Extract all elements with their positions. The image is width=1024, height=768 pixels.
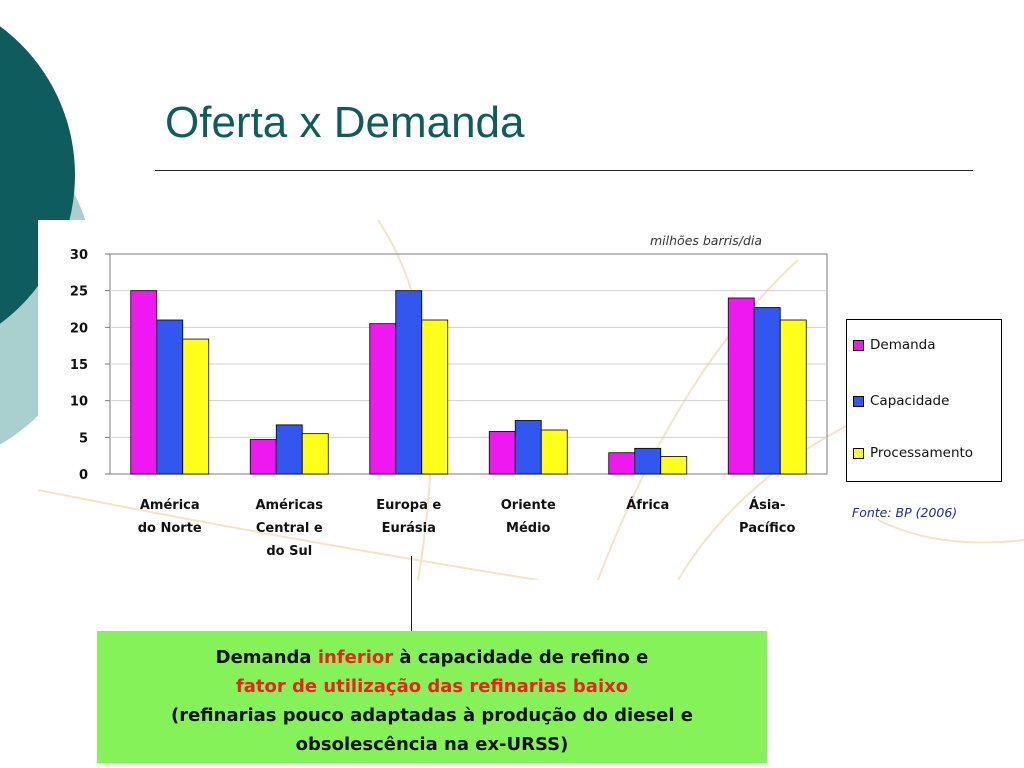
y-tick-label: 30 bbox=[70, 248, 88, 263]
bar-processamento bbox=[779, 319, 807, 475]
y-axis-ticks: 0 5 10 15 20 25 30 bbox=[70, 248, 110, 483]
chart-panel: 0 5 10 15 20 25 30 América do Norte Américas Cent… bbox=[38, 220, 1024, 580]
bar-capacidade bbox=[395, 290, 423, 475]
x-tick-label: Europa e Eurásia bbox=[376, 498, 441, 536]
bar-demanda bbox=[130, 290, 158, 475]
title-divider bbox=[155, 170, 973, 171]
x-tick-label: Ásia- Pacífico bbox=[739, 497, 795, 536]
y-tick-label: 25 bbox=[70, 285, 88, 300]
gridlines bbox=[109, 253, 828, 475]
x-tick-label-line: Oriente bbox=[501, 498, 556, 513]
callout-connector bbox=[411, 556, 412, 632]
background-arc bbox=[677, 419, 859, 580]
legend-swatch-processamento bbox=[853, 447, 864, 459]
y-tick-label: 20 bbox=[70, 321, 88, 336]
bar-capacidade bbox=[275, 424, 303, 475]
x-tick-label-line: Eurásia bbox=[382, 521, 436, 536]
x-tick-label-line: Médio bbox=[506, 521, 551, 536]
bar-processamento bbox=[182, 338, 210, 475]
legend-label: Capacidade bbox=[870, 393, 950, 409]
x-tick-label: Oriente Médio bbox=[501, 498, 556, 536]
legend-swatch-demanda bbox=[853, 339, 864, 351]
callout-line-2: fator de utilização das refinarias baixo bbox=[235, 676, 629, 697]
bar-capacidade bbox=[156, 319, 184, 475]
chart-legend: Demanda Capacidade Processamento bbox=[846, 319, 1002, 482]
bar-chart: 0 5 10 15 20 25 30 América do Norte Américas Cent… bbox=[38, 220, 1024, 580]
x-tick-label-line: América bbox=[140, 498, 200, 513]
bar-processamento bbox=[540, 429, 568, 475]
callout-highlight: inferior bbox=[317, 647, 394, 668]
x-tick-label-line: do Norte bbox=[138, 521, 202, 536]
callout-text: Demanda bbox=[215, 647, 318, 668]
x-tick-label-line: Europa e bbox=[376, 498, 441, 513]
legend-label: Processamento bbox=[870, 445, 974, 461]
x-tick-label-line: Central e bbox=[256, 521, 323, 536]
unit-label: milhões barris/dia bbox=[650, 233, 763, 248]
bar-demanda bbox=[608, 452, 636, 475]
x-tick-label-line: Ásia- bbox=[749, 497, 785, 513]
legend-item-demanda: Demanda bbox=[853, 337, 936, 353]
callout-box: Demanda inferior à capacidade de refino … bbox=[97, 631, 767, 763]
source-label: Fonte: BP (2006) bbox=[852, 505, 958, 520]
background-arc bbox=[38, 489, 539, 580]
bar-capacidade bbox=[514, 420, 542, 475]
callout-line-1: Demanda inferior à capacidade de refino … bbox=[97, 643, 767, 672]
x-tick-label-line: Américas bbox=[255, 498, 323, 513]
y-tick-label: 0 bbox=[79, 468, 88, 483]
x-tick-label: América do Norte bbox=[138, 498, 202, 536]
callout-text: à capacidade de refino e bbox=[393, 647, 649, 668]
y-tick-label: 5 bbox=[79, 431, 88, 446]
bar-processamento bbox=[421, 319, 449, 475]
legend-item-capacidade: Capacidade bbox=[853, 393, 949, 409]
x-tick-label: Américas Central e do Sul bbox=[255, 498, 323, 559]
legend-swatch-capacidade bbox=[853, 395, 864, 407]
y-tick-label: 10 bbox=[70, 395, 88, 410]
x-tick-label-line: África bbox=[626, 497, 669, 513]
bar-processamento bbox=[301, 433, 329, 475]
legend-item-processamento: Processamento bbox=[853, 445, 973, 461]
bar-demanda bbox=[369, 323, 397, 475]
x-tick-label: África bbox=[626, 497, 669, 513]
background-arc bbox=[877, 519, 1024, 544]
x-tick-label-line: do Sul bbox=[266, 544, 312, 559]
bar-demanda bbox=[727, 297, 755, 475]
callout-line-4: obsolescência na ex-URSS) bbox=[295, 734, 569, 755]
x-axis-labels: América do Norte Américas Central e do Sul Eu… bbox=[138, 497, 796, 559]
y-tick-label: 15 bbox=[70, 358, 88, 373]
bar-capacidade bbox=[753, 307, 781, 475]
bar-demanda bbox=[249, 439, 277, 475]
bar-demanda bbox=[488, 431, 516, 475]
x-tick-label-line: Pacífico bbox=[739, 521, 795, 536]
bar-processamento bbox=[660, 455, 688, 475]
bar-capacidade bbox=[634, 447, 662, 475]
callout-line-3: (refinarias pouco adaptadas à produção d… bbox=[170, 705, 694, 726]
bars bbox=[130, 290, 807, 475]
legend-label: Demanda bbox=[870, 337, 936, 353]
slide-title: Oferta x Demanda bbox=[165, 98, 525, 147]
